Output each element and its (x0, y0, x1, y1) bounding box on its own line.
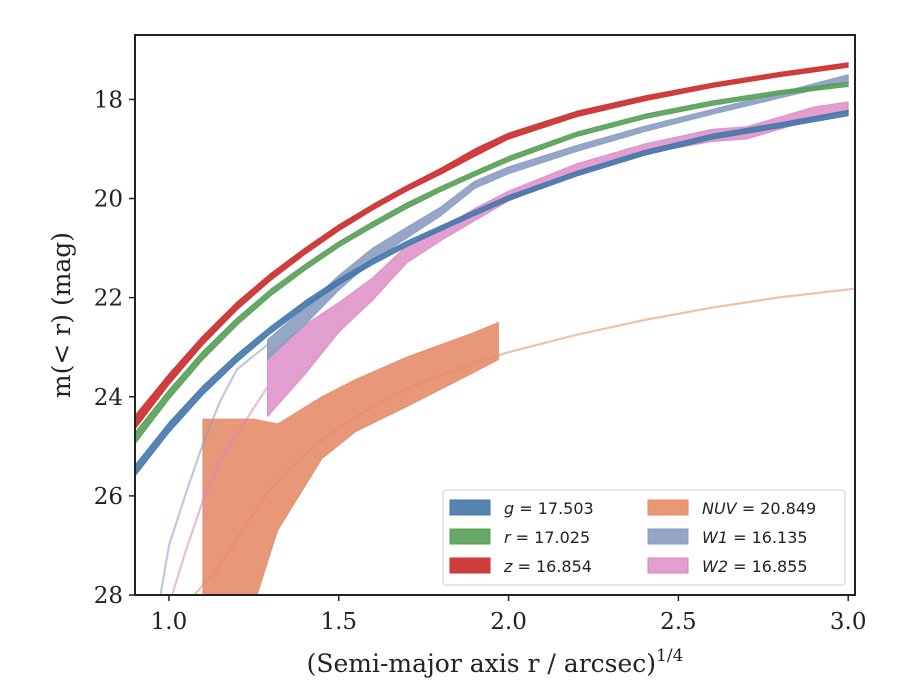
legend-swatch-w2 (647, 557, 689, 574)
y-tick-label: 20 (94, 187, 123, 213)
series-model-curve-w1 (159, 343, 269, 595)
series-band-nuv (202, 321, 499, 595)
legend-swatch-z (449, 557, 491, 574)
series-bands (135, 62, 855, 595)
legend-label-z: z = 16.854 (503, 557, 592, 576)
legend-swatch-g (449, 499, 491, 516)
y-tick-label: 28 (94, 583, 123, 609)
legend-label-r: r = 17.025 (504, 528, 590, 547)
plot-frame (134, 34, 856, 596)
x-tick-label: 1.5 (320, 609, 357, 635)
series-band-z (135, 62, 849, 430)
series-model-curve-w2 (170, 386, 269, 595)
legend: g = 17.503 r = 17.025 z = 16.854 NUV = 20.8… (442, 489, 846, 586)
legend-frame (442, 489, 846, 586)
x-axis-label: (Semi-major axis r / arcsec)1/4 (307, 646, 684, 678)
legend-label-w1: W1 = 16.135 (702, 528, 808, 547)
y-tick-label: 22 (94, 286, 123, 312)
x-tick-label: 3.0 (830, 609, 867, 635)
y-axis-ticks: 18 20 22 24 26 28 (94, 87, 135, 609)
legend-swatch-r (449, 528, 491, 545)
y-tick-label: 24 (94, 385, 123, 411)
series-band-w2 (267, 101, 849, 418)
x-tick-label: 2.0 (490, 609, 527, 635)
legend-swatch-nuv (647, 499, 689, 516)
series-band-g (135, 109, 849, 477)
series-band-r (135, 81, 849, 445)
legend-label-g: g = 17.503 (504, 499, 594, 518)
y-tick-label: 18 (94, 87, 123, 113)
x-tick-label: 1.0 (151, 609, 188, 635)
legend-swatch-w1 (647, 528, 689, 545)
x-tick-label: 2.5 (660, 609, 697, 635)
y-tick-label: 26 (94, 484, 123, 510)
y-axis-label: m(< r) (mag) (47, 232, 76, 398)
legend-label-w2: W2 = 16.855 (702, 557, 808, 576)
x-axis-ticks: 1.0 1.5 2.0 2.5 3.0 (151, 595, 867, 635)
legend-label-nuv: NUV = 20.849 (702, 499, 816, 518)
